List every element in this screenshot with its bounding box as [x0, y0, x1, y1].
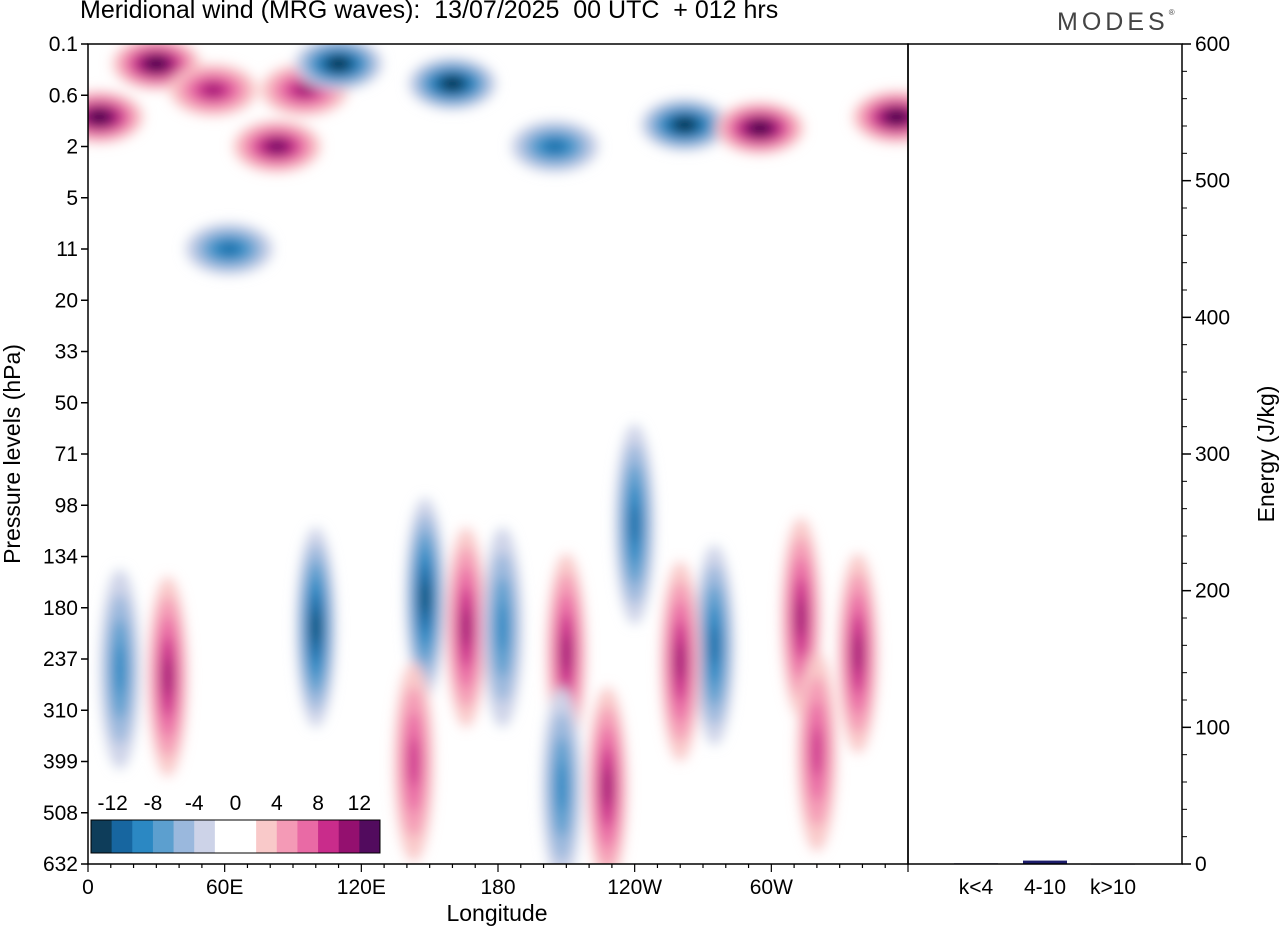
energy-category-label: 4-10 [1024, 876, 1066, 899]
brand-logo: MODES® [1057, 8, 1175, 37]
colorbar-label: 0 [230, 792, 242, 815]
y-tick-label: 5 [66, 187, 78, 210]
colorbar-label: -12 [97, 792, 127, 815]
colorbar-swatch [276, 820, 298, 853]
heatmap-contour [408, 737, 419, 788]
y-tick-label: 134 [43, 546, 78, 569]
heatmap-contour [93, 113, 106, 121]
energy-y-tick-label: 600 [1195, 33, 1230, 56]
colorbar-label: 8 [312, 792, 324, 815]
y-tick-label: 20 [55, 289, 78, 312]
heatmap-contour [150, 60, 163, 68]
colorbar-swatch [214, 820, 236, 853]
heatmap-contour [163, 656, 172, 697]
chart-title: Meridional wind (MRG waves): 13/07/2025 … [80, 0, 779, 24]
y-tick-label: 632 [43, 853, 78, 876]
x-tick-label: 120W [607, 876, 662, 899]
y-tick-label: 399 [43, 751, 78, 774]
energy-y-tick-label: 0 [1195, 853, 1207, 876]
heatmap-contour [312, 610, 320, 645]
colorbar-swatch [132, 820, 154, 853]
heatmap-contour [332, 60, 345, 68]
colorbar-swatch [194, 820, 216, 853]
heatmap-contour [676, 641, 685, 682]
heatmap-contour [497, 602, 508, 653]
heatmap-contour [630, 504, 639, 545]
colorbar-label: -8 [144, 792, 163, 815]
y-tick-label: 237 [43, 648, 78, 671]
colorbar-frame [90, 819, 381, 854]
y-tick-label: 50 [55, 392, 78, 415]
y-tick-label: 2 [66, 136, 78, 159]
heatmap-contour [546, 141, 564, 152]
energy-y-tick-label: 400 [1195, 306, 1230, 329]
brand-text: MODES [1057, 8, 1169, 36]
y-tick-label: 0.1 [49, 33, 78, 56]
heatmap-contour [710, 625, 719, 666]
y-tick-label: 180 [43, 597, 78, 620]
colorbar-label: 12 [348, 792, 371, 815]
brand-mark: ® [1168, 8, 1175, 17]
heatmap-contour [753, 124, 767, 132]
heatmap-contour [269, 142, 285, 151]
colorbar-swatch [111, 820, 133, 853]
heatmap-contour [678, 121, 692, 129]
x-axis-title: Longitude [446, 900, 547, 926]
colorbar-swatch [152, 820, 175, 853]
heatmap-contour [796, 597, 805, 638]
colorbar-label: 4 [271, 792, 283, 815]
heatmap-contour [853, 633, 862, 674]
y-tick-label: 33 [55, 341, 78, 364]
energy-y-tick-label: 300 [1195, 443, 1230, 466]
heatmap-contour [556, 762, 567, 813]
heatmap-contour [114, 644, 125, 695]
energy-bar-layer: k<4 4-10 k>10 [954, 860, 1136, 899]
energy-y-tick-label: 200 [1195, 580, 1230, 603]
heatmap-contour [603, 767, 612, 808]
heatmap-contour [562, 633, 571, 674]
energy-frame [907, 43, 1183, 865]
plot-area [88, 44, 908, 864]
heatmap-contour [462, 607, 471, 648]
heatmap-contour [204, 84, 223, 96]
heatmap-field [88, 44, 908, 864]
energy-category-label: k<4 [959, 876, 994, 899]
colorbar: -12 -8 -4 0 4 8 12 [90, 792, 381, 854]
axes-layer: 0.1 0.6 2 5 11 20 33 50 71 98 134 180 237 310 399 508 63… [0, 33, 1279, 926]
heatmap-contour [890, 113, 903, 121]
y-tick-label: 71 [55, 443, 78, 466]
colorbar-swatch [91, 820, 113, 853]
x-tick-label: 60W [750, 876, 793, 899]
colorbar-label: -4 [185, 792, 204, 815]
y-tick-label: 310 [43, 699, 78, 722]
x-tick-label: 0 [82, 876, 94, 899]
heatmap-contour [295, 84, 314, 96]
heatmap-contour [421, 581, 429, 615]
x-tick-label: 180 [480, 876, 515, 899]
y-tick-label: 11 [56, 238, 78, 261]
colorbar-swatch [297, 820, 319, 853]
y-tick-label: 508 [43, 802, 78, 825]
colorbar-swatch [173, 820, 195, 853]
energy-axis-title: Energy (J/kg) [1253, 386, 1279, 523]
colorbar-swatch [235, 820, 257, 853]
heatmap-contour [220, 243, 239, 255]
heatmap-contour [446, 79, 459, 88]
y-tick-label: 0.6 [49, 84, 78, 107]
energy-bar [1023, 860, 1067, 864]
x-tick-label: 60E [206, 876, 243, 899]
colorbar-swatch [256, 820, 278, 853]
colorbar-swatch [318, 820, 340, 853]
x-tick-label: 120E [337, 876, 386, 899]
colorbar-swatch [359, 820, 381, 853]
colorbar-swatch [338, 820, 360, 853]
y-axis-title: Pressure levels (hPa) [0, 344, 25, 564]
energy-y-tick-label: 100 [1195, 716, 1230, 739]
y-tick-label: 98 [55, 494, 78, 517]
energy-category-label: k>10 [1090, 876, 1136, 899]
energy-y-tick-label: 500 [1195, 170, 1230, 193]
heatmap-contour [811, 726, 822, 777]
heatmap-layer [88, 44, 908, 864]
